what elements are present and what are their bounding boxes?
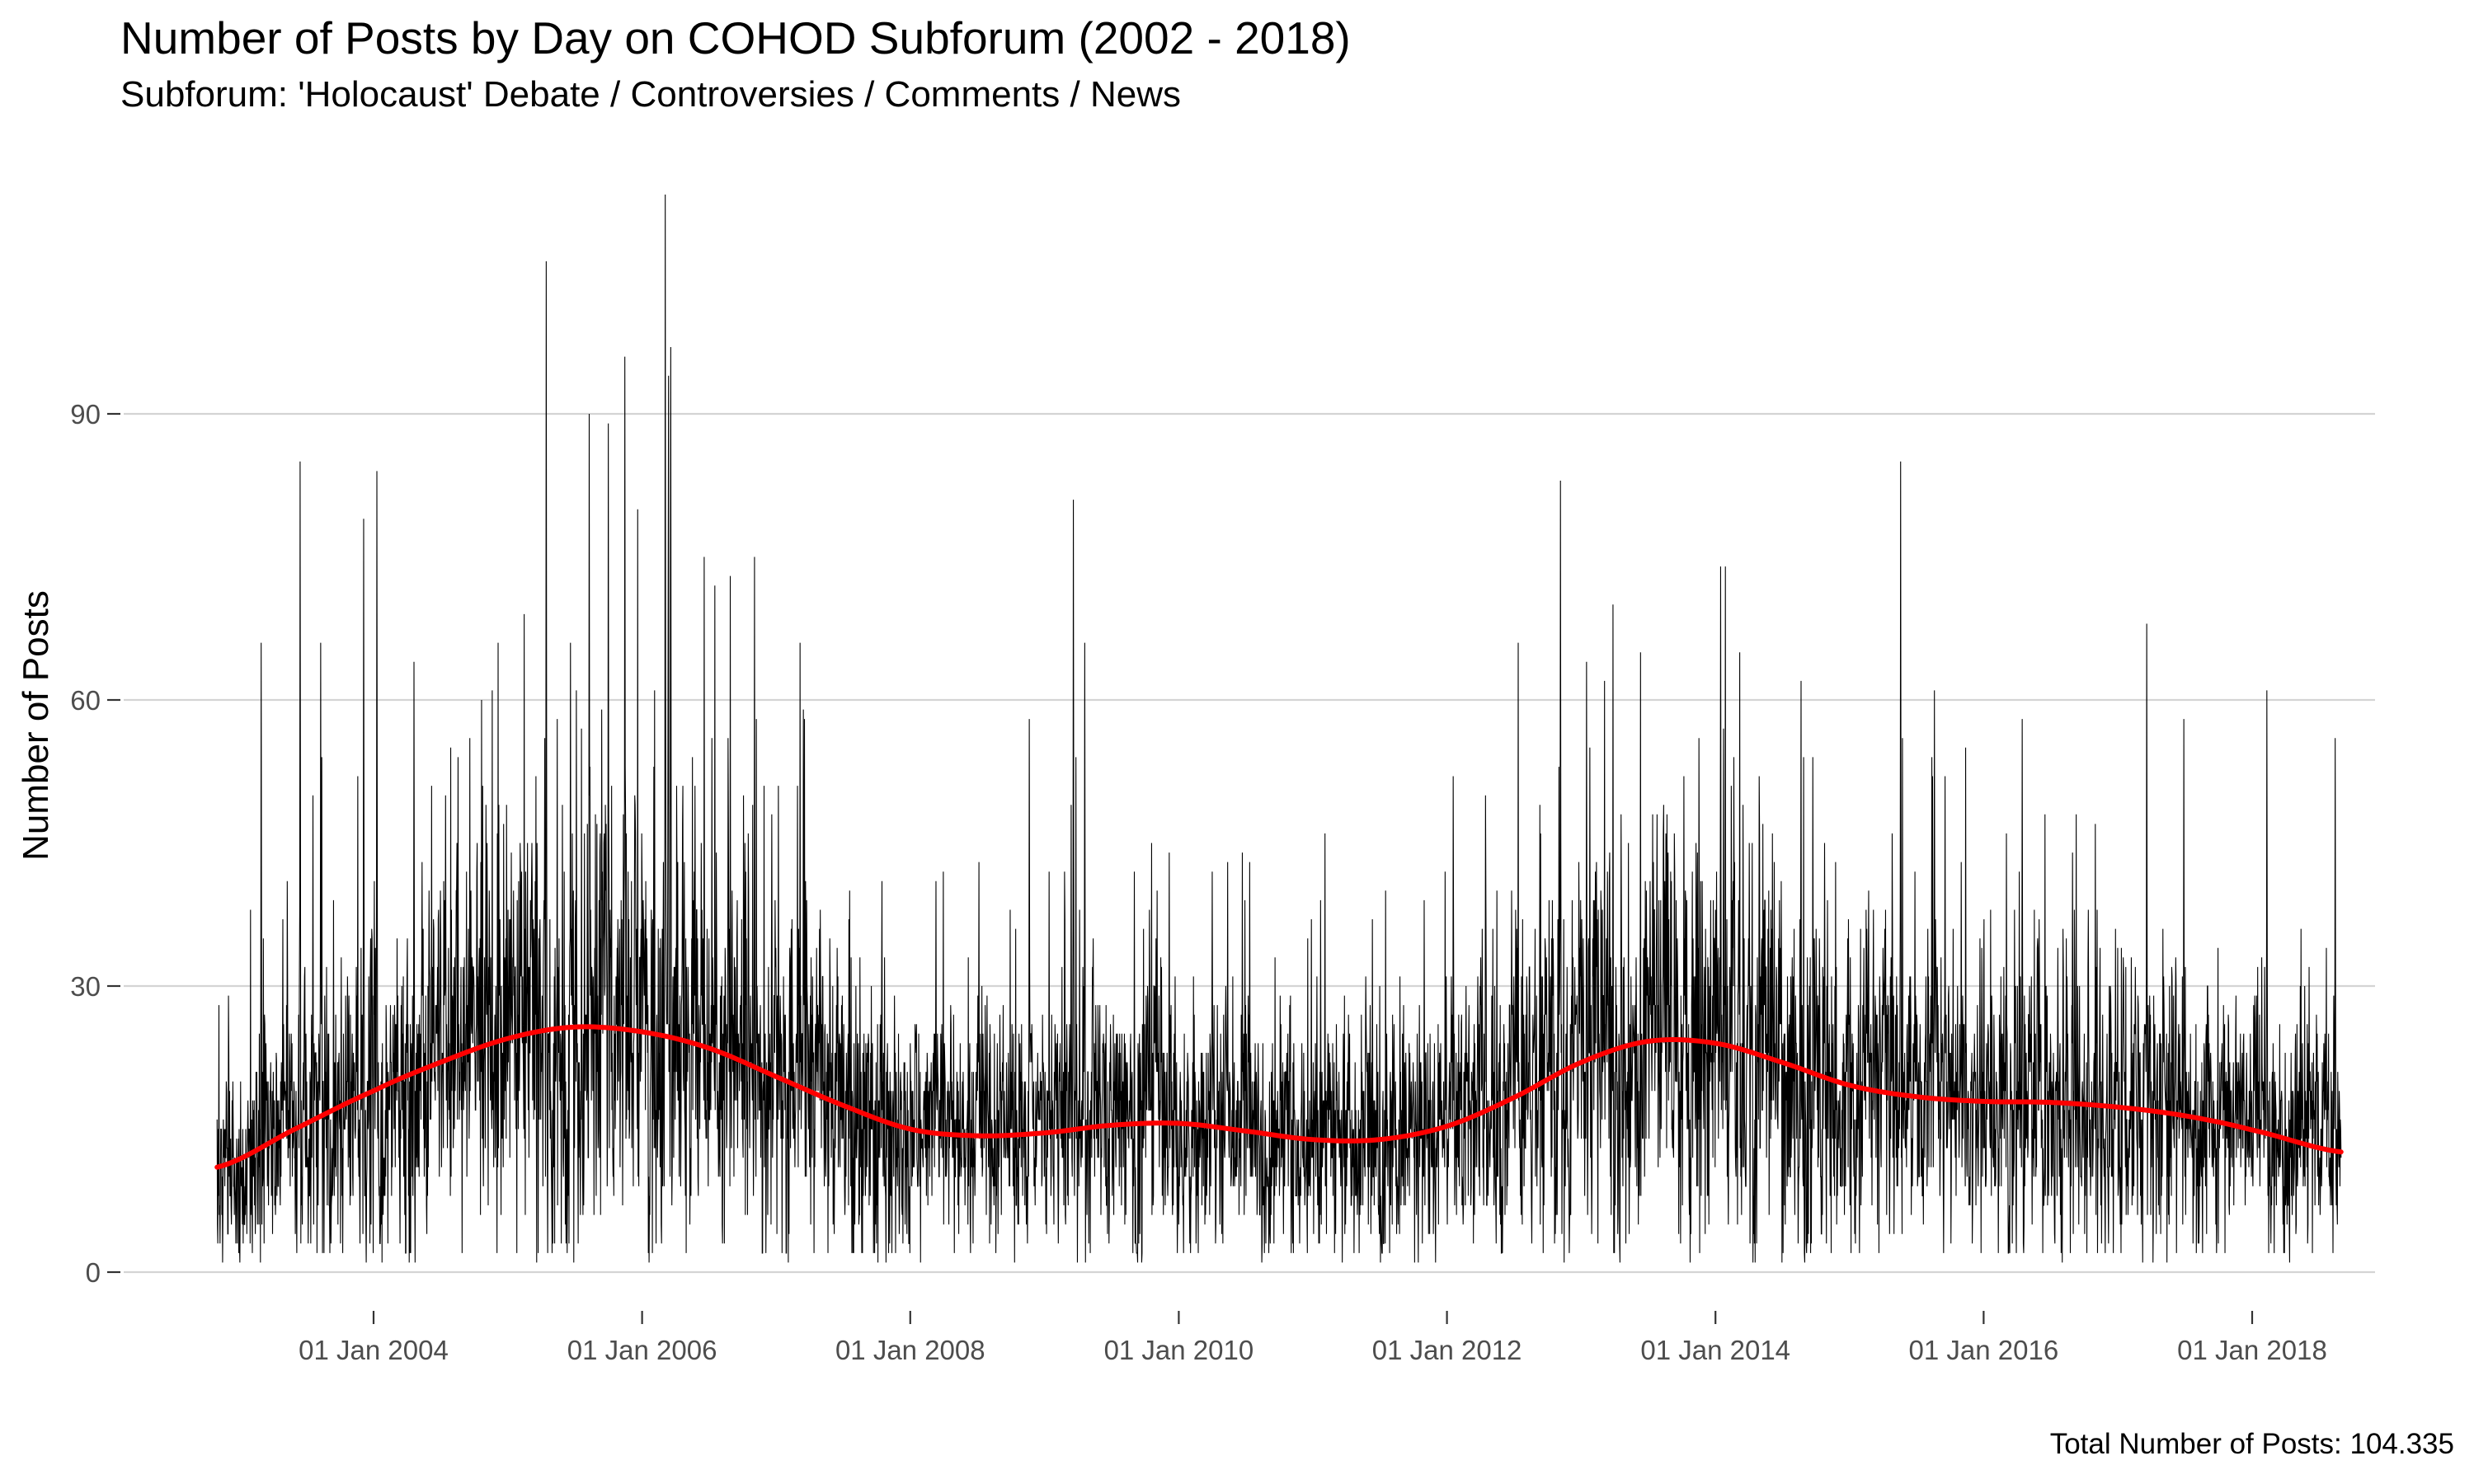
y-tick-label: 60 [70, 685, 101, 716]
x-tick-label: 01 Jan 2018 [2177, 1335, 2327, 1365]
y-tick-label: 30 [70, 971, 101, 1002]
x-tick-label: 01 Jan 2010 [1104, 1335, 1254, 1365]
x-tick-label: 01 Jan 2006 [567, 1335, 717, 1365]
chart-title: Number of Posts by Day on COHOD Subforum… [120, 12, 1351, 63]
y-tick-label: 0 [86, 1257, 101, 1288]
y-axis: 0 30 60 90 [70, 399, 120, 1288]
gridlines [124, 412, 2375, 1274]
y-tick-label: 90 [70, 399, 101, 430]
chart-subtitle: Subforum: 'Holocaust' Debate / Controver… [120, 74, 1181, 115]
x-tick-label: 01 Jan 2008 [835, 1335, 985, 1365]
x-tick-label: 01 Jan 2004 [299, 1335, 449, 1365]
x-tick-label: 01 Jan 2014 [1640, 1335, 1790, 1365]
daily-posts-series [216, 194, 2342, 1263]
total-posts-caption: Total Number of Posts: 104.335 [2049, 1428, 2454, 1460]
smoothed-trend-line [214, 1024, 2344, 1170]
x-tick-label: 01 Jan 2012 [1372, 1335, 1522, 1365]
x-tick-label: 01 Jan 2016 [1909, 1335, 2059, 1365]
x-axis: 01 Jan 2004 01 Jan 2006 01 Jan 2008 01 Jan … [299, 1311, 2327, 1365]
